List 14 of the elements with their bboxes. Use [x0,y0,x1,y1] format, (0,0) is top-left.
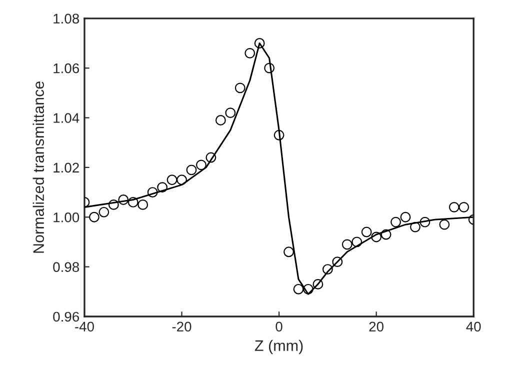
y-tick-label: 1.00 [54,212,80,222]
y-tick-label: 0.96 [53,312,80,322]
x-tick-label: -40 [75,322,94,332]
x-tick-label: 20 [369,322,384,332]
y-tick-label: 1.02 [54,162,79,173]
x-tick-label: 40 [466,322,481,332]
y-tick-label: 1.06 [54,63,80,74]
y-tick-label: 1.08 [54,14,80,24]
y-tick-label: 0.98 [53,262,80,272]
y-axis-title: Normalized transmittance [32,82,44,253]
y-tick-label: 1.04 [54,113,80,123]
x-tick-label: -20 [172,322,192,332]
x-tick-label: 0 [276,322,282,332]
x-axis-title: Z (mm) [254,340,303,354]
